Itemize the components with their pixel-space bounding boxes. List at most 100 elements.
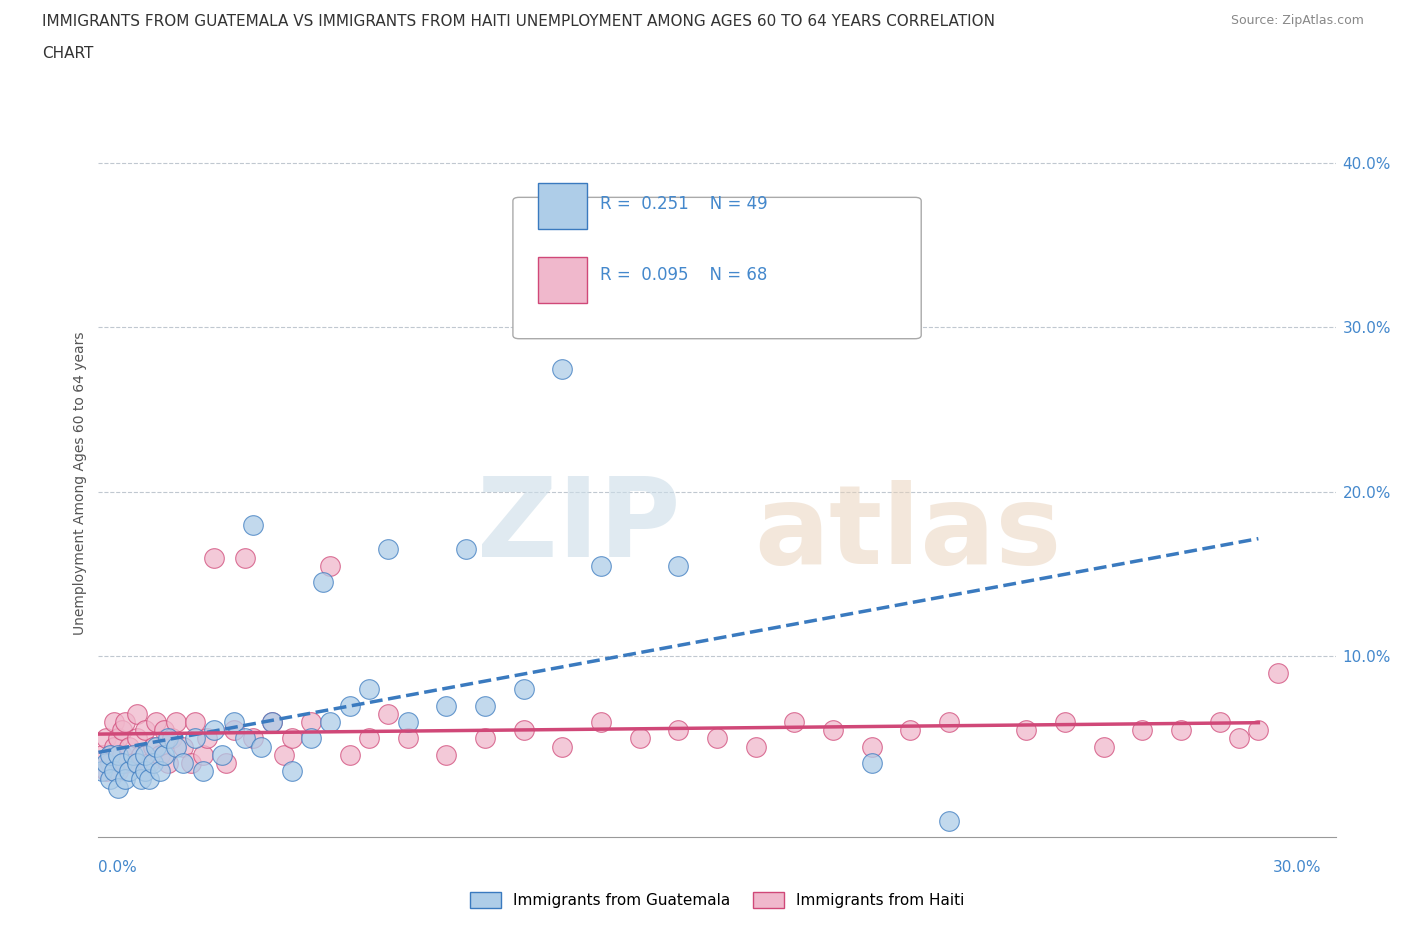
Point: [235, 551, 257, 565]
Point: [551, 739, 574, 754]
Point: [191, 748, 214, 763]
Point: [273, 748, 295, 763]
Point: [359, 682, 381, 697]
Point: [299, 731, 322, 746]
Point: [204, 723, 226, 737]
Point: [474, 731, 496, 746]
Point: [242, 517, 264, 532]
Point: [153, 723, 176, 737]
Point: [319, 558, 342, 573]
Point: [377, 542, 399, 557]
Point: [1170, 723, 1192, 737]
Point: [134, 748, 156, 763]
Point: [938, 714, 960, 729]
Point: [281, 731, 304, 746]
Point: [454, 542, 477, 557]
Point: [91, 748, 114, 763]
Point: [281, 764, 304, 778]
Point: [111, 723, 134, 737]
Point: [96, 731, 118, 746]
Point: [134, 764, 156, 778]
Point: [191, 764, 214, 778]
FancyBboxPatch shape: [513, 197, 921, 339]
Point: [122, 755, 145, 770]
Point: [103, 764, 125, 778]
Point: [127, 706, 149, 721]
Point: [1208, 714, 1232, 729]
Point: [96, 755, 118, 770]
Point: [165, 714, 187, 729]
Point: [1247, 723, 1270, 737]
Point: [513, 682, 536, 697]
Point: [129, 748, 152, 763]
Point: [107, 748, 129, 763]
Point: [184, 714, 207, 729]
Point: [860, 755, 883, 770]
Point: [138, 772, 160, 787]
Point: [222, 714, 245, 729]
Point: [222, 723, 245, 737]
Text: R =  0.095    N = 68: R = 0.095 N = 68: [599, 266, 766, 284]
Point: [339, 748, 361, 763]
Point: [211, 748, 233, 763]
Point: [396, 714, 419, 729]
Text: 0.0%: 0.0%: [98, 860, 138, 875]
Point: [436, 698, 458, 713]
Point: [339, 698, 361, 713]
Point: [172, 739, 194, 754]
Point: [91, 764, 114, 778]
Point: [153, 748, 176, 763]
Point: [127, 731, 149, 746]
Point: [96, 764, 118, 778]
Point: [118, 764, 141, 778]
Point: [513, 723, 536, 737]
Text: R =  0.251    N = 49: R = 0.251 N = 49: [599, 195, 768, 213]
Point: [118, 739, 141, 754]
Text: CHART: CHART: [42, 46, 94, 61]
Point: [319, 714, 342, 729]
Y-axis label: Unemployment Among Ages 60 to 64 years: Unemployment Among Ages 60 to 64 years: [73, 332, 87, 635]
Point: [129, 772, 152, 787]
Point: [142, 755, 165, 770]
Point: [436, 748, 458, 763]
Point: [396, 731, 419, 746]
Point: [1227, 731, 1250, 746]
Point: [783, 714, 806, 729]
Point: [474, 698, 496, 713]
Point: [204, 551, 226, 565]
Point: [628, 731, 651, 746]
Text: 30.0%: 30.0%: [1274, 860, 1322, 875]
Point: [98, 755, 121, 770]
Point: [145, 739, 167, 754]
Point: [860, 739, 883, 754]
Point: [551, 361, 574, 376]
Point: [157, 755, 180, 770]
Point: [160, 731, 183, 746]
Point: [1054, 714, 1077, 729]
Point: [821, 723, 844, 737]
Bar: [537, 258, 588, 303]
Point: [706, 731, 728, 746]
Point: [114, 755, 136, 770]
Point: [242, 731, 264, 746]
Point: [180, 755, 202, 770]
Text: ZIP: ZIP: [477, 472, 681, 579]
Point: [149, 764, 172, 778]
Point: [312, 575, 335, 590]
Point: [195, 731, 218, 746]
Text: Source: ZipAtlas.com: Source: ZipAtlas.com: [1230, 14, 1364, 27]
Point: [668, 558, 690, 573]
Point: [938, 813, 960, 828]
Point: [157, 731, 180, 746]
Point: [235, 731, 257, 746]
Point: [1132, 723, 1154, 737]
Point: [107, 780, 129, 795]
Point: [262, 714, 284, 729]
Point: [107, 731, 129, 746]
Point: [900, 723, 922, 737]
Point: [299, 714, 322, 729]
Point: [745, 739, 768, 754]
Point: [114, 772, 136, 787]
Text: atlas: atlas: [754, 480, 1062, 587]
Point: [215, 755, 238, 770]
